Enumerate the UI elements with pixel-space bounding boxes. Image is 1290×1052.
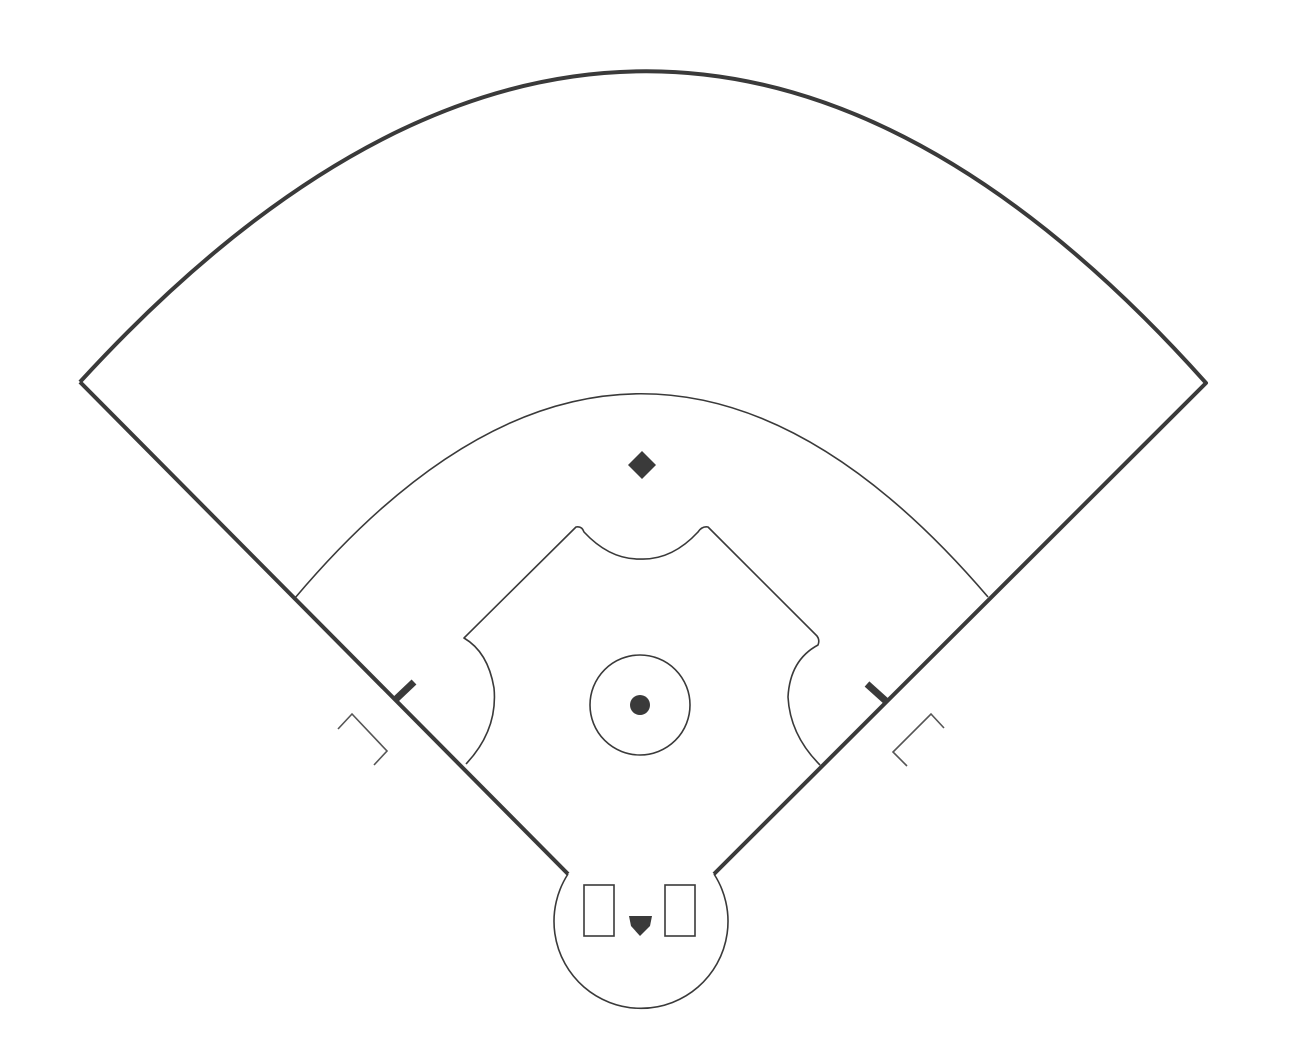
infield-grass-arc [294,393,989,599]
pitchers-rubber-icon [630,695,650,715]
first-base-coach-box [891,712,945,767]
diamond-base-icon [628,451,656,479]
left-foul-line [78,380,570,876]
right-batters-box [664,884,696,937]
pitchers-mound [589,654,691,756]
home-plate-icon [629,916,652,936]
first-base-marker [864,681,890,705]
outfield-boundary [78,69,1208,876]
infield-skin [463,526,821,766]
home-plate-circle [553,873,729,1010]
third-base-coach-box [337,712,389,766]
left-batters-box [583,884,615,937]
third-base-marker [392,679,417,703]
